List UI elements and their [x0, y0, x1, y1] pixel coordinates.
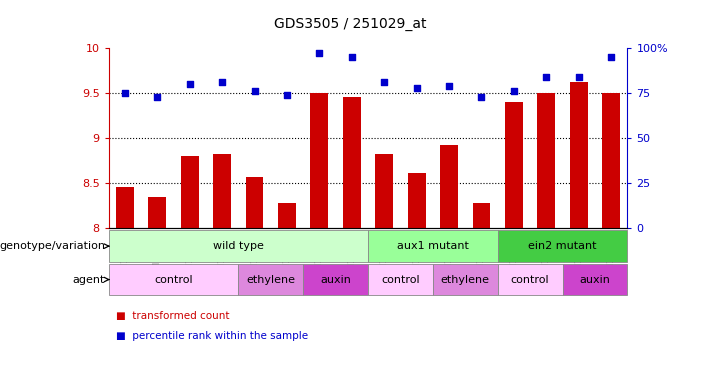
Point	[444, 83, 455, 89]
Point	[508, 88, 519, 94]
Bar	[213, 154, 231, 228]
Bar	[570, 82, 587, 228]
Bar	[311, 93, 328, 228]
Text: control: control	[154, 275, 193, 285]
Bar	[440, 146, 458, 228]
Point	[249, 88, 260, 94]
Point	[476, 94, 487, 100]
Point	[573, 74, 585, 80]
Point	[411, 84, 422, 91]
Text: control: control	[381, 275, 420, 285]
Bar	[375, 154, 393, 228]
Point	[606, 54, 617, 60]
Bar	[408, 172, 426, 228]
Point	[217, 79, 228, 85]
Text: ein2 mutant: ein2 mutant	[529, 241, 597, 251]
Bar	[343, 97, 361, 228]
Bar	[562, 264, 627, 295]
Bar	[116, 187, 134, 228]
Bar	[368, 264, 433, 295]
Bar	[433, 264, 498, 295]
Bar	[181, 156, 198, 228]
Bar	[538, 93, 555, 228]
Bar	[498, 264, 562, 295]
Text: wild type: wild type	[213, 241, 264, 251]
Point	[119, 90, 130, 96]
Bar	[245, 177, 264, 228]
Text: auxin: auxin	[320, 275, 351, 285]
Point	[346, 54, 358, 60]
Bar	[109, 230, 368, 262]
Point	[379, 79, 390, 85]
Text: GDS3505 / 251029_at: GDS3505 / 251029_at	[274, 17, 427, 31]
Bar	[498, 230, 627, 262]
Bar	[278, 203, 296, 228]
Bar	[109, 264, 238, 295]
Bar	[238, 264, 303, 295]
Point	[281, 92, 292, 98]
Bar	[505, 102, 523, 228]
Text: auxin: auxin	[580, 275, 611, 285]
Point	[151, 94, 163, 100]
Text: ethylene: ethylene	[246, 275, 295, 285]
Text: control: control	[511, 275, 550, 285]
Point	[540, 74, 552, 80]
Bar	[368, 230, 498, 262]
Point	[314, 50, 325, 56]
Bar	[303, 264, 368, 295]
Text: agent: agent	[73, 275, 105, 285]
Text: genotype/variation: genotype/variation	[0, 241, 105, 251]
Bar	[472, 203, 491, 228]
Text: ethylene: ethylene	[441, 275, 490, 285]
Text: aux1 mutant: aux1 mutant	[397, 241, 469, 251]
Bar	[602, 93, 620, 228]
Text: ■  transformed count: ■ transformed count	[116, 311, 229, 321]
Bar	[149, 197, 166, 228]
Point	[184, 81, 196, 87]
Text: ■  percentile rank within the sample: ■ percentile rank within the sample	[116, 331, 308, 341]
